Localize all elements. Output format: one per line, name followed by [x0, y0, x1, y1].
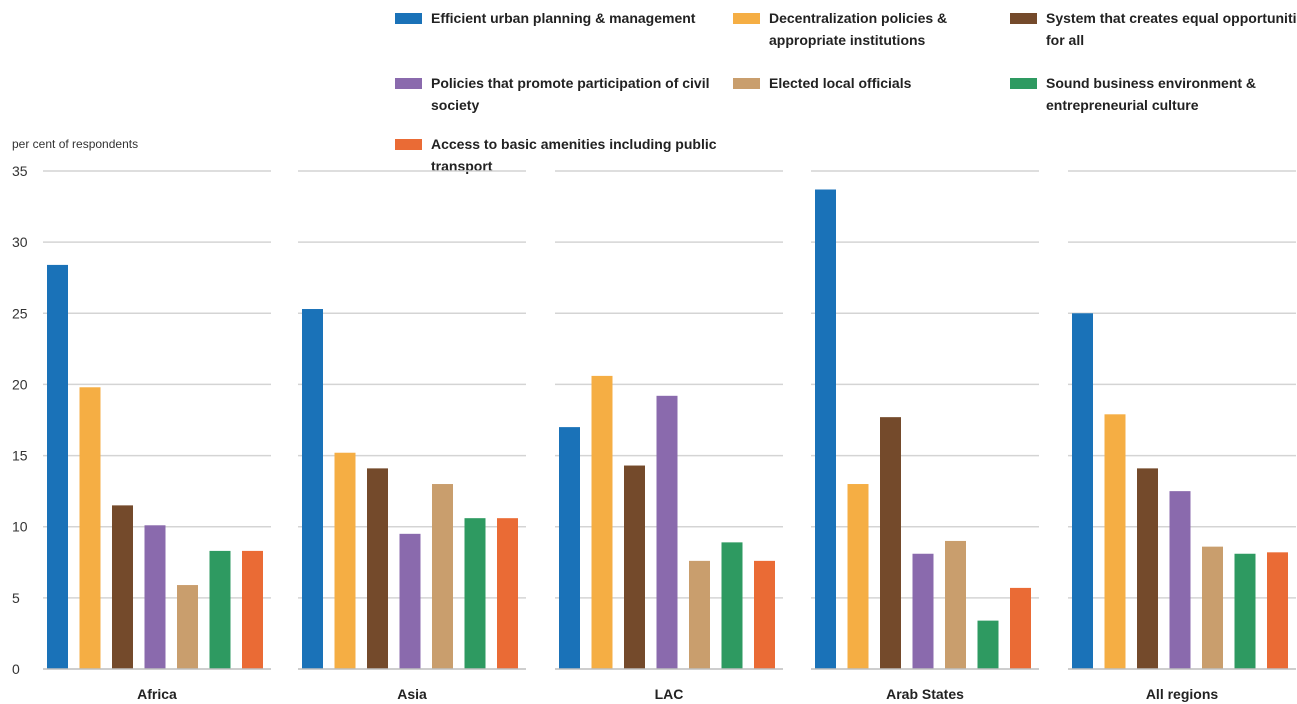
- legend-label: Sound business environment & entrepreneur…: [1046, 75, 1256, 113]
- y-tick-label: 30: [12, 234, 28, 250]
- legend-item: Policies that promote participation of c…: [395, 75, 710, 113]
- bar: [209, 550, 231, 669]
- bar: [1234, 553, 1256, 669]
- legend-label: Efficient urban planning & management: [431, 10, 696, 26]
- bar: [624, 465, 645, 669]
- bar: [1137, 468, 1158, 669]
- bar: [912, 553, 934, 669]
- bar: [721, 542, 743, 669]
- bar: [144, 525, 166, 669]
- legend-item: System that creates equal opportunities f…: [1010, 10, 1297, 48]
- bar: [754, 560, 775, 669]
- bar: [432, 484, 453, 669]
- bar: [1010, 587, 1031, 669]
- bar: [1169, 491, 1191, 669]
- category-label: LAC: [655, 686, 684, 702]
- y-tick-label: 15: [12, 448, 28, 464]
- bar: [847, 484, 869, 669]
- bar: [112, 505, 133, 669]
- legend-item: Sound business environment & entrepreneur…: [1010, 75, 1256, 113]
- legend-swatch: [1010, 13, 1037, 24]
- bar: [815, 189, 836, 670]
- bar: [559, 427, 580, 669]
- bar: [945, 540, 966, 669]
- y-axis-label: per cent of respondents: [12, 137, 138, 151]
- region-panel: LAC: [555, 170, 783, 702]
- bar: [334, 452, 356, 669]
- bar: [689, 560, 710, 669]
- category-label: Asia: [397, 686, 427, 702]
- legend-item: Efficient urban planning & management: [395, 10, 696, 26]
- legend-swatch: [395, 78, 422, 89]
- legend-swatch: [395, 139, 422, 150]
- bar: [242, 550, 263, 669]
- region-panel: Arab States: [811, 170, 1039, 702]
- category-label: Arab States: [886, 686, 964, 702]
- legend-swatch: [1010, 78, 1037, 89]
- bar: [977, 620, 999, 669]
- legend-item: Access to basic amenities including publ…: [395, 136, 717, 174]
- y-tick-label: 5: [12, 590, 20, 606]
- y-tick-label: 0: [12, 661, 20, 677]
- legend-swatch: [395, 13, 422, 24]
- bar: [302, 309, 323, 669]
- bar: [177, 585, 198, 669]
- region-panel: All regions: [1068, 170, 1296, 702]
- bar: [464, 518, 486, 669]
- legend-item: Decentralization policies & appropriate i…: [733, 10, 947, 48]
- legend-label: Decentralization policies & appropriate i…: [769, 10, 947, 48]
- bar: [880, 417, 901, 669]
- region-panel: Asia: [298, 170, 526, 702]
- category-label: All regions: [1146, 686, 1219, 702]
- legend-label: Policies that promote participation of c…: [431, 75, 710, 113]
- legend-label: Access to basic amenities including publ…: [431, 136, 717, 174]
- y-tick-label: 25: [12, 305, 28, 321]
- legend-label: System that creates equal opportunities f…: [1046, 10, 1297, 48]
- bar: [1072, 313, 1093, 669]
- region-panel: Africa: [43, 170, 271, 702]
- y-tick-label: 20: [12, 376, 28, 392]
- y-tick-label: 10: [12, 519, 28, 535]
- bar: [591, 375, 613, 669]
- bar: [1267, 552, 1288, 669]
- bar: [47, 264, 68, 669]
- bar: [1202, 546, 1223, 669]
- bar: [1104, 414, 1126, 669]
- y-tick-label: 35: [12, 163, 28, 179]
- category-label: Africa: [137, 686, 177, 702]
- bar: [399, 533, 421, 669]
- bar: [656, 395, 678, 669]
- legend-item: Elected local officials: [733, 75, 912, 91]
- bar: [367, 468, 388, 669]
- legend-label: Elected local officials: [769, 75, 912, 91]
- bar: [79, 387, 101, 669]
- legend-swatch: [733, 13, 760, 24]
- legend-swatch: [733, 78, 760, 89]
- bar: [497, 518, 518, 669]
